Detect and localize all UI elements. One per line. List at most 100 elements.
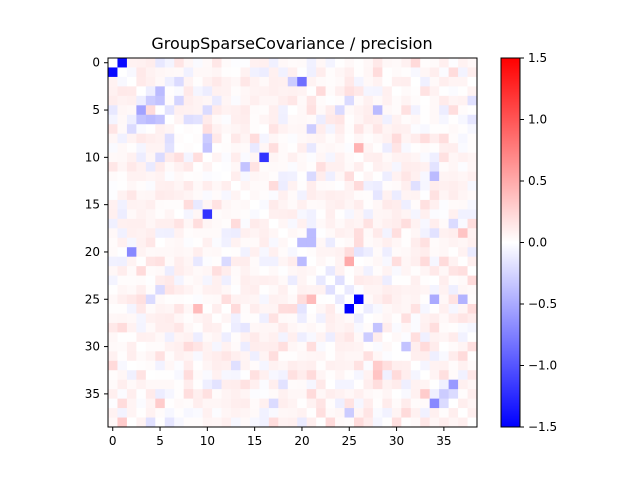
heatmap-cell (221, 304, 232, 314)
heatmap-cell (268, 389, 279, 400)
heatmap-cell (126, 304, 137, 314)
heatmap-cell (164, 256, 175, 267)
heatmap-cell (212, 76, 222, 87)
heatmap-cell (306, 114, 317, 125)
heatmap-cell (145, 95, 156, 106)
heatmap-cell (231, 105, 241, 116)
heatmap-cell (278, 341, 289, 352)
heatmap-cell (458, 322, 468, 333)
heatmap-cell (268, 370, 279, 381)
heatmap-cell (410, 360, 421, 371)
heatmap-cell (401, 58, 412, 68)
heatmap-cell (448, 228, 459, 239)
heatmap-cell (316, 266, 327, 277)
heatmap-cell (221, 86, 232, 97)
heatmap-cell (363, 332, 374, 343)
x-tick-label: 20 (294, 434, 309, 448)
heatmap-cell (164, 152, 175, 163)
heatmap-cell (410, 58, 421, 68)
heatmap-cell (193, 266, 204, 277)
heatmap-cell (391, 285, 402, 295)
heatmap-cell (401, 143, 412, 154)
heatmap-cell (287, 408, 298, 418)
heatmap-cell (164, 275, 175, 286)
heatmap-cell (287, 256, 298, 267)
heatmap-cell (297, 370, 308, 381)
heatmap-cell (164, 114, 175, 125)
heatmap-cell (136, 379, 147, 390)
heatmap-cell (316, 275, 327, 286)
heatmap-cell (391, 199, 402, 210)
heatmap-cell (467, 360, 478, 371)
heatmap-cell (259, 58, 270, 68)
heatmap-cell (145, 360, 156, 371)
heatmap-cell (467, 275, 478, 286)
heatmap-cell (354, 133, 364, 144)
heatmap-cell (249, 162, 260, 172)
heatmap-cell (212, 114, 222, 125)
heatmap-cell (354, 275, 364, 286)
colorbar-axis: 1.51.00.50.0−0.5−1.0−1.5 (520, 51, 557, 434)
colorbar-tick-label: 0.0 (528, 236, 547, 250)
heatmap-cell (410, 398, 421, 409)
heatmap-cell (420, 341, 431, 352)
heatmap-cell (174, 95, 185, 106)
heatmap-cell (372, 86, 383, 97)
heatmap-cell (335, 162, 345, 172)
heatmap-cell (202, 218, 213, 229)
heatmap-cell (126, 95, 137, 106)
heatmap-cell (249, 190, 260, 201)
heatmap-cell (429, 171, 440, 182)
heatmap-cell (259, 67, 270, 78)
heatmap-cell (193, 285, 204, 295)
heatmap-cell (382, 181, 393, 191)
heatmap-cell (401, 209, 412, 220)
heatmap-cell (259, 275, 270, 286)
heatmap-cell (249, 304, 260, 314)
heatmap-cell (183, 162, 194, 172)
heatmap-cell (202, 152, 213, 163)
heatmap-cell (335, 313, 345, 324)
heatmap-cell (259, 417, 270, 428)
heatmap-cell (410, 190, 421, 201)
heatmap-cell (325, 190, 336, 201)
heatmap-cell (231, 275, 241, 286)
heatmap-cell (268, 360, 279, 371)
heatmap-cell (145, 417, 156, 428)
heatmap-cell (155, 162, 166, 172)
colorbar-tick-label: 1.5 (528, 51, 547, 65)
heatmap-cell (467, 313, 478, 324)
heatmap-cell (212, 218, 222, 229)
heatmap-cell (429, 332, 440, 343)
heatmap-cell (136, 162, 147, 172)
heatmap-cell (183, 408, 194, 418)
heatmap-cell (297, 76, 308, 87)
heatmap-cell (136, 237, 147, 248)
heatmap-cell (240, 181, 251, 191)
heatmap-cell (363, 218, 374, 229)
heatmap-cell (221, 285, 232, 295)
heatmap-cell (278, 124, 289, 135)
heatmap-cell (155, 114, 166, 125)
heatmap-cell (467, 322, 478, 333)
heatmap-cell (316, 304, 327, 314)
heatmap-cell (126, 398, 137, 409)
heatmap-cell (259, 285, 270, 295)
heatmap-cell (429, 190, 440, 201)
heatmap-cell (155, 247, 166, 258)
heatmap-cell (344, 408, 355, 418)
heatmap-cell (391, 218, 402, 229)
heatmap-cell (363, 417, 374, 428)
heatmap-cell (117, 171, 128, 182)
heatmap-cell (249, 322, 260, 333)
heatmap-cell (458, 152, 468, 163)
heatmap-cell (354, 313, 364, 324)
heatmap-cell (108, 218, 118, 229)
heatmap-cell (448, 247, 459, 258)
heatmap-cell (287, 143, 298, 154)
heatmap-cell (439, 124, 450, 135)
heatmap-cell (297, 351, 308, 362)
heatmap-cell (259, 76, 270, 87)
heatmap-cell (467, 237, 478, 248)
heatmap-cell (202, 285, 213, 295)
